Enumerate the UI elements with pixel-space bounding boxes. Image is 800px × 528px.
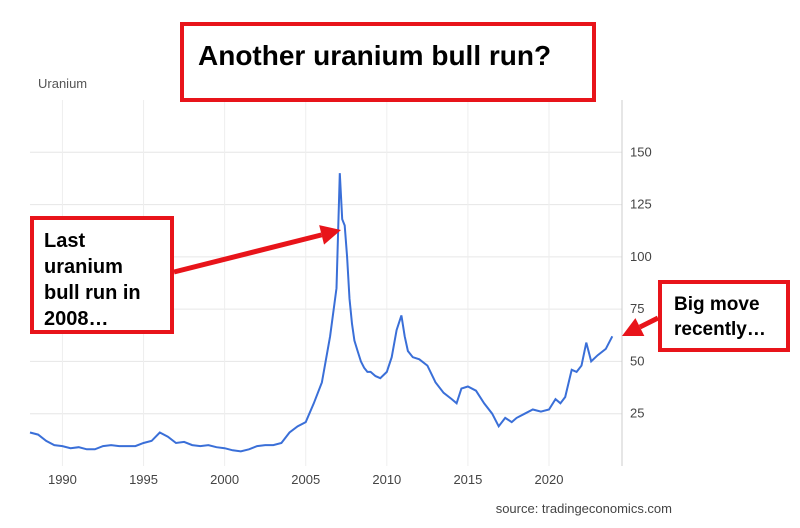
left-note-line: bull run in [44, 282, 141, 304]
x-tick-label: 2020 [535, 472, 564, 487]
x-tick-label: 2010 [372, 472, 401, 487]
left-arrow-head [319, 225, 341, 245]
uranium-price-line [29, 173, 614, 453]
y-tick-label: 100 [630, 249, 652, 264]
right-note-line: Big move [674, 294, 760, 315]
x-tick-label: 2015 [453, 472, 482, 487]
x-tick-label: 2005 [291, 472, 320, 487]
title-box: Another uranium bull run? [180, 22, 596, 102]
left-note-line: Last [44, 230, 86, 252]
y-tick-label: 75 [630, 301, 644, 316]
right-note-line: recently… [674, 319, 766, 340]
right-annotation-box: Big move recently… [658, 280, 790, 352]
x-tick-label: 1995 [129, 472, 158, 487]
y-tick-label: 150 [630, 144, 652, 159]
right-arrow [622, 315, 660, 336]
x-tick-label: 2000 [210, 472, 239, 487]
y-tick-label: 25 [630, 406, 644, 421]
left-arrow [173, 225, 341, 275]
right-arrow-shaft [638, 315, 660, 330]
left-annotation-box: Last uranium bull run in 2008… [30, 216, 174, 334]
y-tick-label: 125 [630, 197, 652, 212]
left-note-line: 2008… [44, 308, 109, 330]
left-arrow-shaft [173, 232, 323, 275]
right-arrow-head [622, 318, 645, 336]
x-tick-label: 1990 [48, 472, 77, 487]
left-note-line: uranium [44, 256, 123, 278]
title-text: Another uranium bull run? [198, 40, 552, 71]
tick-labels: 25 50 75 100 125 150 1990 1995 2000 2005 2010 2015 2… [48, 144, 652, 487]
y-tick-label: 50 [630, 353, 644, 368]
series-label: Uranium [38, 76, 87, 91]
source-text: source: tradingeconomics.com [496, 501, 672, 516]
grid-lines [30, 100, 623, 466]
annotation-arrows [173, 225, 660, 336]
